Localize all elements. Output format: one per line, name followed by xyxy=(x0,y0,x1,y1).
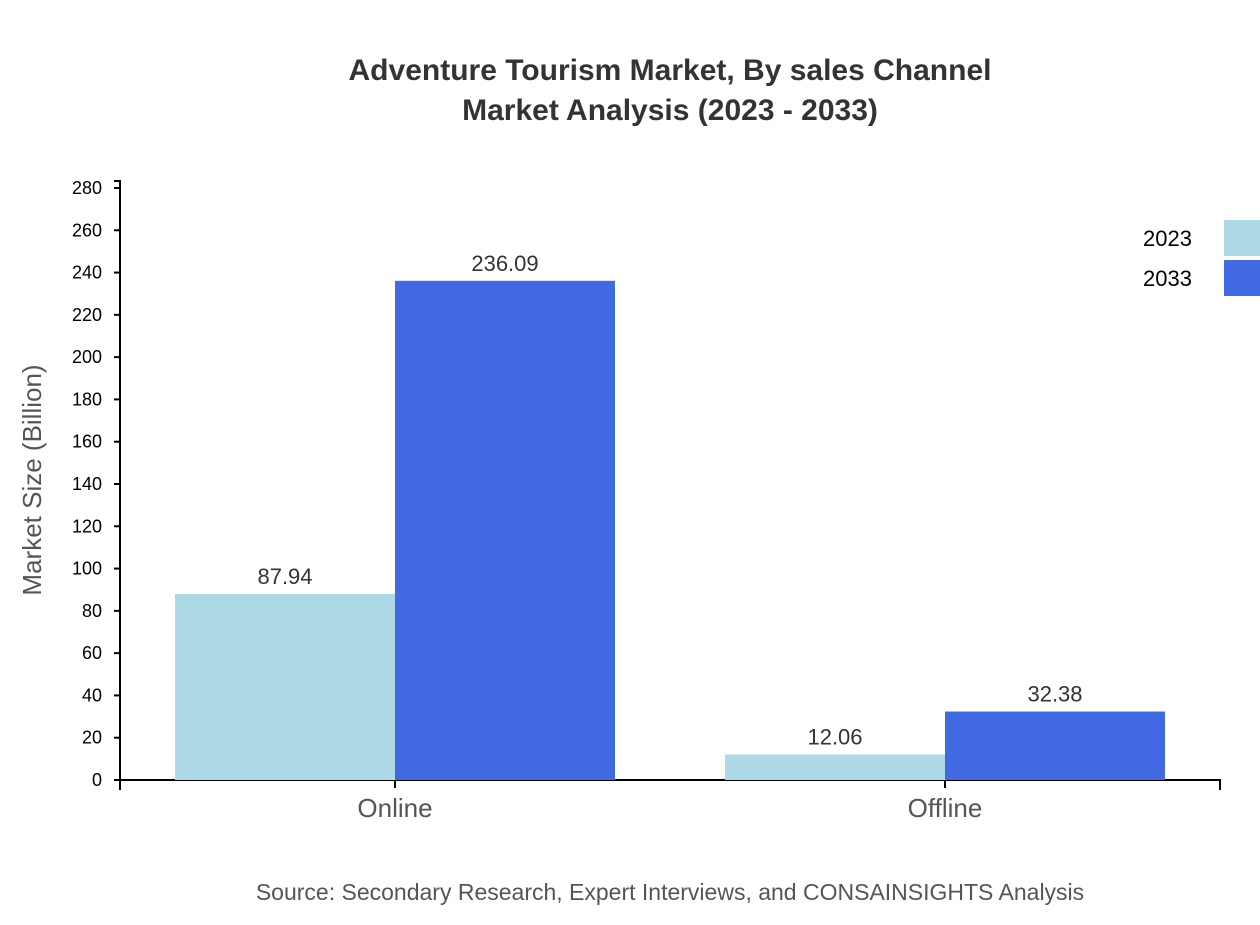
data-label: 87.94 xyxy=(257,564,312,589)
legend-swatch-2023 xyxy=(1224,220,1260,256)
chart-subtitle: Market Analysis (2023 - 2033) xyxy=(462,94,878,127)
y-tick-label: 280 xyxy=(72,178,102,198)
x-tick-label: Online xyxy=(357,793,432,823)
y-axis-line xyxy=(114,180,121,781)
y-tick-label: 220 xyxy=(72,305,102,325)
y-axis-label: Market Size (Billion) xyxy=(17,364,47,595)
y-tick-label: 160 xyxy=(72,432,102,452)
bar-offline-2033 xyxy=(945,711,1165,780)
data-label: 32.38 xyxy=(1027,682,1082,707)
data-label: 12.06 xyxy=(807,725,862,750)
y-tick-label: 120 xyxy=(72,516,102,536)
y-tick-label: 80 xyxy=(82,601,102,621)
legend-label-2033: 2033 xyxy=(1143,266,1192,291)
y-tick-label: 0 xyxy=(92,770,102,790)
y-tick-label: 60 xyxy=(82,643,102,663)
x-tick-label: Offline xyxy=(908,793,983,823)
y-tick-label: 100 xyxy=(72,559,102,579)
y-tick-label: 40 xyxy=(82,685,102,705)
legend-swatch-2033 xyxy=(1224,260,1260,296)
y-tick-label: 180 xyxy=(72,389,102,409)
x-axis-line xyxy=(119,779,1221,790)
y-tick-label: 260 xyxy=(72,220,102,240)
y-tick-label: 140 xyxy=(72,474,102,494)
y-tick-label: 20 xyxy=(82,728,102,748)
source-note: Source: Secondary Research, Expert Inter… xyxy=(256,879,1084,905)
bar-offline-2023 xyxy=(725,754,945,780)
chart-title: Adventure Tourism Market, By sales Chann… xyxy=(349,54,992,87)
y-tick-label: 200 xyxy=(72,347,102,367)
bar-online-2023 xyxy=(175,594,395,780)
y-tick-label: 240 xyxy=(72,263,102,283)
legend-label-2023: 2023 xyxy=(1143,226,1192,251)
bar-online-2033 xyxy=(395,280,615,780)
data-label: 236.09 xyxy=(471,251,538,276)
